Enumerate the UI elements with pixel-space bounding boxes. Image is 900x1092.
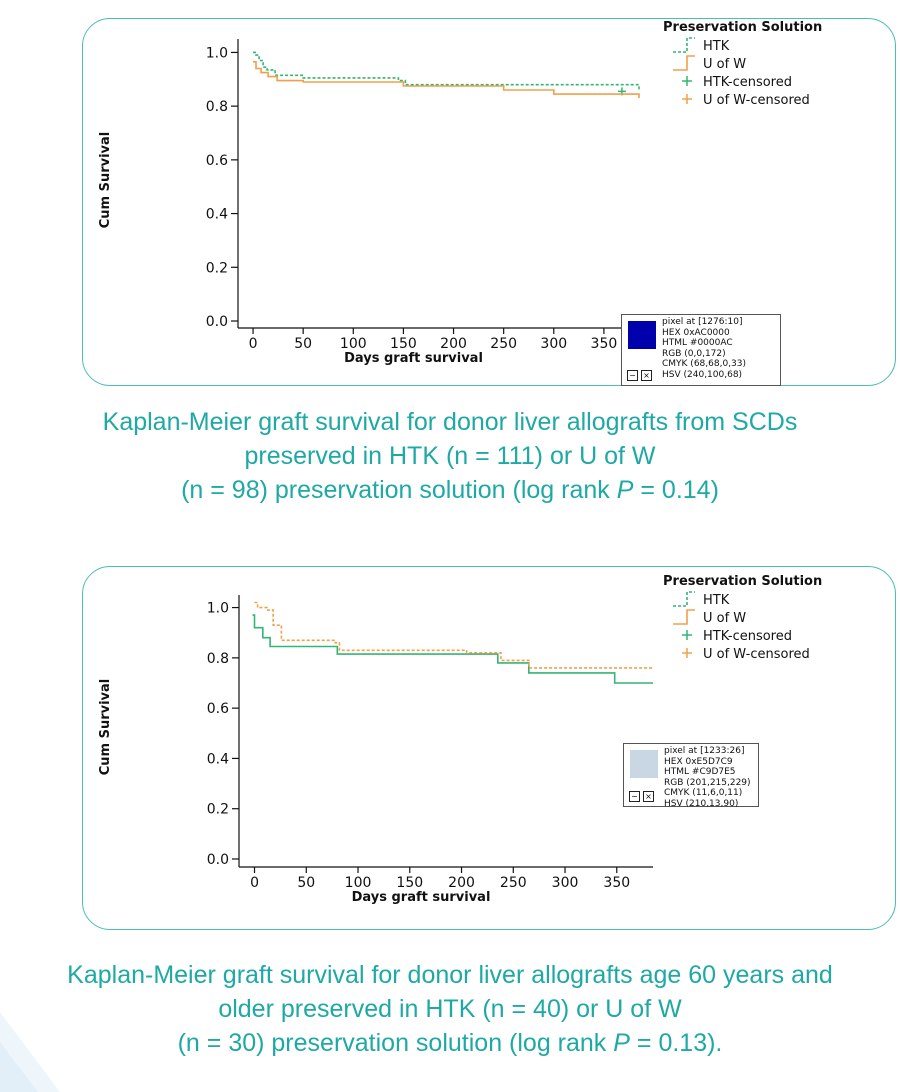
legend-label: HTK — [703, 39, 730, 54]
legend-label: U of W-censored — [703, 647, 810, 662]
caption-1: Kaplan-Meier graft survival for donor li… — [0, 405, 900, 507]
caption-line: (n = 98) preservation solution (log rank — [181, 476, 617, 504]
x-axis-label: Days graft survival — [344, 351, 483, 366]
survival-chart-1: 0.0 0.2 0.4 0.6 0.8 1.0 0 50 100 150 200 250 300 350 D… — [98, 20, 822, 366]
caption-line: (n = 30) preservation solution (log rank — [177, 1029, 614, 1057]
x-tick-label: 300 — [552, 875, 579, 891]
legend-label: HTK — [703, 593, 730, 608]
pixel-info-line: RGB (201,215,229) — [664, 777, 751, 788]
caption-line: older preserved in HTK (n = 40) or U of … — [218, 995, 682, 1023]
series-line-htk — [253, 51, 640, 92]
legend-plus-swatch — [682, 76, 692, 86]
pixel-info-line: pixel at [1276:10] — [662, 317, 743, 327]
legend-line-swatch — [673, 609, 695, 625]
y-tick-label: 0.0 — [207, 852, 229, 868]
legend-label: HTK-censored — [703, 629, 792, 644]
legend-line-swatch — [673, 55, 695, 71]
x-tick-label: 350 — [603, 875, 630, 891]
x-tick-label: 100 — [345, 875, 372, 891]
series-line-uofw — [253, 61, 640, 99]
caption-line: Kaplan-Meier graft survival for donor li… — [102, 408, 798, 436]
pixel-info-line: HTML #C9D7E5 — [664, 767, 736, 777]
color-swatch-1 — [628, 321, 656, 349]
legend-plus-swatch — [682, 94, 692, 104]
pixel-info-line: CMYK (11,6,0,11) — [664, 788, 743, 798]
p-symbol: P — [616, 476, 634, 504]
x-axis-label: Days graft survival — [352, 890, 491, 905]
x-tick-label: 100 — [340, 336, 367, 352]
pixel-info-tooltip-2: pixel at [1233:26] HEX 0xE5D7C9 HTML #C9… — [623, 743, 759, 809]
legend-label: U of W — [703, 57, 746, 72]
series-line-uofw — [254, 601, 653, 669]
corner-decoration — [0, 1012, 60, 1092]
legend-plus-swatch — [682, 630, 692, 640]
y-tick-label: 0.8 — [207, 651, 229, 667]
pixel-info-line: HTML #0000AC — [662, 338, 733, 348]
pixel-info-line: RGB (0,0,172) — [662, 348, 726, 359]
legend-label: HTK-censored — [703, 75, 792, 90]
y-tick-label: 0.0 — [206, 314, 228, 330]
x-tick-label: 50 — [297, 875, 315, 891]
pixel-info-line: CMYK (68,68,0,33) — [662, 359, 746, 369]
x-tick-label: 0 — [249, 336, 258, 352]
y-tick-label: 1.0 — [206, 45, 228, 61]
close-button[interactable]: × — [643, 790, 654, 802]
y-tick-label: 0.8 — [206, 99, 228, 115]
x-tick-label: 200 — [448, 875, 475, 891]
color-swatch-2 — [630, 750, 658, 778]
y-tick-label: 0.4 — [206, 207, 228, 223]
minimize-button[interactable]: − — [627, 369, 638, 381]
x-tick-label: 50 — [294, 336, 312, 352]
x-tick-label: 350 — [591, 336, 618, 352]
x-tick-label: 150 — [396, 875, 423, 891]
pixel-info-line: HSV (240,100,68) — [662, 369, 743, 380]
x-tick-label: 0 — [250, 875, 259, 891]
x-tick-label: 250 — [500, 875, 527, 891]
x-tick-label: 200 — [440, 336, 467, 352]
caption-line-end: = 0.13). — [629, 1029, 723, 1057]
chart-panel-1: 0.0 0.2 0.4 0.6 0.8 1.0 0 50 100 150 200 250 300 350 D… — [82, 18, 896, 386]
y-tick-label: 0.6 — [207, 701, 229, 717]
legend-title: Preservation Solution — [663, 20, 822, 35]
legend-title: Preservation Solution — [663, 574, 822, 589]
caption-line: preserved in HTK (n = 111) or U of W — [244, 442, 656, 470]
legend-label: U of W-censored — [703, 93, 810, 108]
legend-line-swatch — [673, 37, 695, 53]
series-line-htk — [252, 614, 653, 684]
y-axis-label: Cum Survival — [98, 679, 113, 776]
chart-panel-2: 0.0 0.2 0.4 0.6 0.8 1.0 0 50 100 150 200 250 300 350 D… — [82, 566, 896, 930]
pixel-info-line: HSV (210,13,90) — [664, 798, 739, 809]
caption-line-end: = 0.14) — [633, 476, 719, 504]
y-tick-label: 0.2 — [206, 260, 228, 276]
minimize-button[interactable]: − — [629, 790, 640, 802]
pixel-info-line: pixel at [1233:26] — [664, 746, 745, 756]
y-tick-label: 0.4 — [207, 751, 229, 767]
p-symbol: P — [613, 1029, 630, 1057]
y-tick-label: 0.2 — [207, 802, 229, 818]
pixel-info-tooltip-1: pixel at [1276:10] HEX 0xAC0000 HTML #00… — [621, 314, 781, 386]
y-tick-label: 0.6 — [206, 153, 228, 169]
pixel-info-line: HEX 0xE5D7C9 — [664, 756, 733, 767]
survival-chart-2: 0.0 0.2 0.4 0.6 0.8 1.0 0 50 100 150 200 250 300 350 D… — [98, 574, 822, 905]
y-tick-label: 1.0 — [207, 601, 229, 617]
legend-plus-swatch — [682, 648, 692, 658]
legend-label: U of W — [703, 611, 746, 626]
y-axis-label: Cum Survival — [98, 132, 113, 229]
pixel-info-line: HEX 0xAC0000 — [662, 327, 730, 338]
close-button[interactable]: × — [641, 369, 652, 381]
caption-line: Kaplan-Meier graft survival for donor li… — [67, 961, 833, 989]
x-tick-label: 150 — [390, 336, 417, 352]
x-tick-label: 300 — [540, 336, 567, 352]
legend-line-swatch — [673, 591, 695, 607]
caption-2: Kaplan-Meier graft survival for donor li… — [0, 958, 900, 1060]
x-tick-label: 250 — [490, 336, 517, 352]
